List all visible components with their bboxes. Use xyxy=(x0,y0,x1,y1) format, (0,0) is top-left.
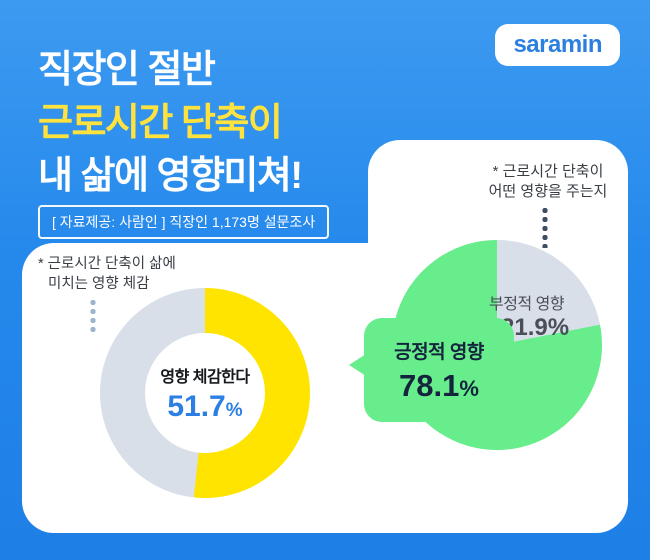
donut-annotation-line-1: * 근로시간 단축이 삶에 xyxy=(38,256,176,272)
donut-annotation: * 근로시간 단축이 삶에 미치는 영향 체감 xyxy=(38,254,176,294)
title-line-1: 직장인 절반 xyxy=(38,49,216,91)
title-line-2: 근로시간 단축이 xyxy=(38,102,283,144)
saramin-logo: saramin xyxy=(513,31,602,58)
source-note: [ 자료제공: 사람인 ] 직장인 1,173명 설문조사 xyxy=(38,205,330,239)
positive-slice-label: 긍정적 영향 xyxy=(394,341,484,363)
pie-annotation-line-2: 어떤 영향을 주는지 xyxy=(488,183,608,200)
callout-tail xyxy=(349,354,366,376)
positive-slice-value: 78.1% xyxy=(399,368,479,404)
positive-callout-bubble: 긍정적 영향 78.1% xyxy=(349,318,514,422)
pie-annotation-line-1: * 근로시간 단축이 xyxy=(492,163,604,180)
donut-value-number: 51.7 xyxy=(167,389,226,423)
page-title: 직장인 절반 근로시간 단축이 내 삶에 영향미쳐! xyxy=(38,44,303,203)
donut-center-label: 영향 체감한다 xyxy=(160,368,250,386)
donut-value-unit: % xyxy=(225,399,243,421)
dotted-connector-right xyxy=(542,206,548,248)
donut-center-value: 51.7% xyxy=(167,390,242,424)
negative-slice-label: 부정적 영향 xyxy=(489,296,565,313)
title-line-3: 내 삶에 영향미쳐! xyxy=(38,155,303,197)
donut-annotation-line-2: 미치는 영향 체감 xyxy=(48,276,150,292)
positive-value-unit: % xyxy=(459,375,479,401)
saramin-logo-badge: saramin xyxy=(495,24,620,66)
pie-annotation: * 근로시간 단축이 어떤 영향을 주는지 xyxy=(468,162,628,202)
dotted-connector-left xyxy=(90,298,96,334)
donut-center: 영향 체감한다 51.7% xyxy=(145,333,265,453)
negative-value-unit: % xyxy=(547,314,570,341)
donut-chart: 영향 체감한다 51.7% xyxy=(100,288,310,498)
positive-value-number: 78.1 xyxy=(399,367,460,403)
